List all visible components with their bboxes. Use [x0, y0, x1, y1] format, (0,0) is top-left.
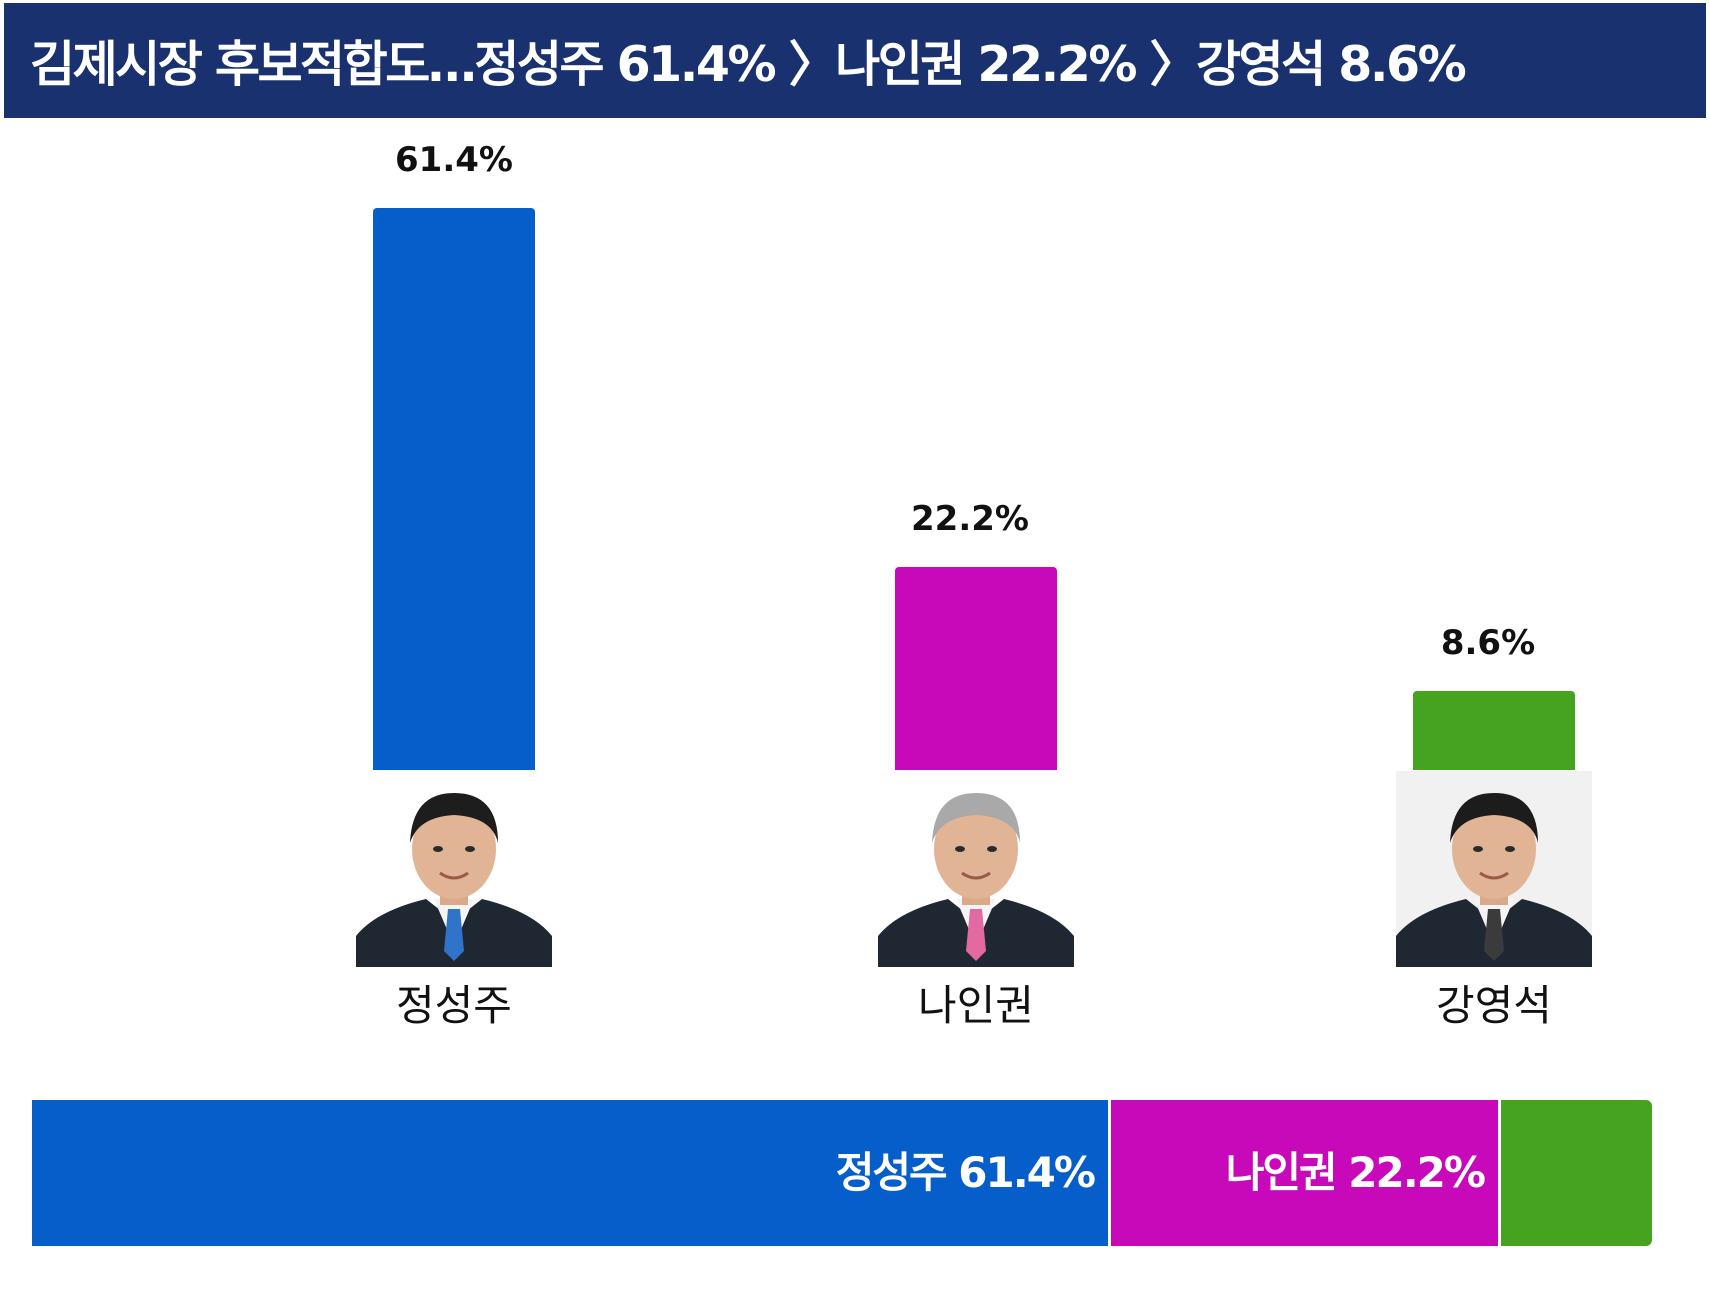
- stacked-segment-1: 정성주 61.4%: [32, 1100, 1108, 1246]
- candidate-name: 강영석: [1436, 981, 1552, 1030]
- bar-value-label: 22.2%: [911, 499, 1029, 539]
- stacked-share-bar: 정성주 61.4% 나인권 22.2%: [32, 1100, 1652, 1246]
- bar-value-label: 61.4%: [395, 140, 513, 180]
- portrait-photo-icon: [356, 771, 552, 967]
- candidate-name: 정성주: [396, 981, 512, 1030]
- chart-header: 김제시장 후보적합도…정성주 61.4% 〉나인권 22.2% 〉강영석 8.6…: [4, 3, 1706, 118]
- stacked-segment-2: 나인권 22.2%: [1111, 1100, 1498, 1246]
- candidate-name: 나인권: [918, 981, 1034, 1030]
- bar-1: [373, 208, 535, 770]
- chart-title: 김제시장 후보적합도…정성주 61.4% 〉나인권 22.2% 〉강영석 8.6…: [30, 36, 1467, 93]
- stacked-segment-3: [1501, 1100, 1652, 1246]
- bar-3: [1413, 691, 1575, 770]
- stacked-segment-label: 나인권 22.2%: [1225, 1148, 1486, 1197]
- portrait-photo-icon: [878, 771, 1074, 967]
- bar-value-label: 8.6%: [1440, 623, 1536, 663]
- stacked-segment-label: 정성주 61.4%: [835, 1148, 1096, 1197]
- portrait-photo-icon: [1396, 771, 1592, 967]
- bar-2: [895, 567, 1057, 770]
